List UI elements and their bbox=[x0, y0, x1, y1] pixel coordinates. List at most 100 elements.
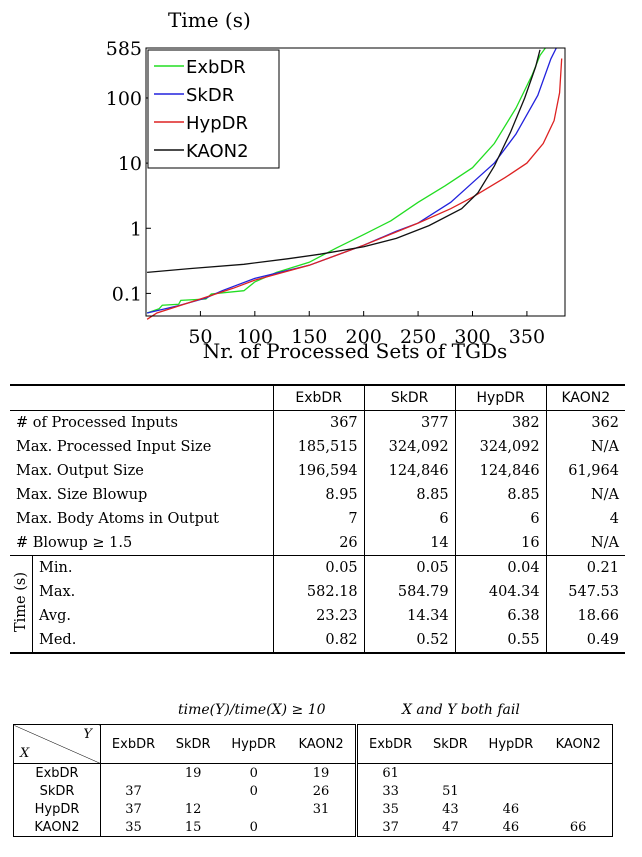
time-group-label: Time (s) bbox=[10, 555, 33, 654]
row-label: Avg. bbox=[32, 604, 274, 628]
value-cell: 23.23 bbox=[273, 604, 365, 628]
row-label: Max. Body Atoms in Output bbox=[10, 507, 274, 531]
value-cell: 47 bbox=[423, 818, 478, 837]
y-tick-label: 10 bbox=[118, 153, 142, 175]
table-row: Max. 582.18 584.79 404.34 547.53 bbox=[10, 580, 625, 604]
value-cell: 124,846 bbox=[364, 459, 456, 483]
row-label: # of Processed Inputs bbox=[10, 410, 274, 435]
series-line-hypdr bbox=[146, 58, 563, 320]
legend-box bbox=[147, 49, 280, 169]
value-cell: N/A bbox=[590, 439, 619, 455]
chart-legend: ExbDR SkDR HypDR KAON2 bbox=[147, 49, 280, 169]
value-cell: 367 bbox=[273, 410, 365, 435]
value-cell bbox=[287, 818, 358, 837]
table-row: Y X ExbDR SkDR HypDR KAON2 ExbDR SkDR HypDR KAON2 bbox=[13, 724, 614, 764]
table-row: Avg. 23.23 14.34 6.38 18.66 bbox=[10, 604, 625, 628]
value-cell: 26 bbox=[287, 782, 358, 800]
x-tick-label: 350 bbox=[509, 326, 545, 348]
value-cell: 16 bbox=[455, 531, 547, 556]
value-cell: 324,092 bbox=[364, 435, 456, 459]
value-cell: 0.05 bbox=[364, 555, 456, 580]
value-cell: 31 bbox=[287, 800, 358, 818]
plot-frame bbox=[145, 47, 566, 317]
row-label: ExbDR bbox=[13, 763, 101, 782]
x-tick-label: 50 bbox=[188, 326, 212, 348]
table-row: ExbDR SkDR HypDR KAON2 bbox=[10, 384, 625, 411]
value-cell: 582.18 bbox=[273, 580, 365, 604]
value-cell: 324,092 bbox=[455, 435, 547, 459]
value-cell: 19 bbox=[287, 763, 358, 782]
row-label: Max. bbox=[32, 580, 274, 604]
value-cell: 14 bbox=[364, 531, 456, 556]
row-label: KAON2 bbox=[13, 818, 101, 837]
value-cell: 12 bbox=[184, 801, 202, 817]
column-header: HypDR bbox=[477, 724, 545, 764]
value-cell bbox=[423, 764, 477, 783]
value-cell: 0.49 bbox=[546, 628, 625, 654]
value-cell: 6.38 bbox=[455, 604, 547, 628]
value-cell: 14.34 bbox=[364, 604, 456, 628]
value-cell: 8.95 bbox=[273, 483, 365, 507]
column-header: HypDR bbox=[220, 724, 288, 764]
value-cell: 362 bbox=[546, 410, 625, 435]
value-cell: 547.53 bbox=[568, 584, 619, 600]
row-label: Min. bbox=[32, 555, 274, 580]
table-row: Time (s) Min. 0.05 0.05 0.04 0.21 bbox=[10, 555, 625, 654]
comparison-caption-left: time(Y)/time(X) ≥ 10 bbox=[178, 702, 326, 718]
y-tick-label: 100 bbox=[106, 88, 142, 110]
x-tick-label: 100 bbox=[237, 326, 273, 348]
value-cell bbox=[544, 763, 614, 782]
value-cell bbox=[166, 782, 220, 800]
value-cell: 19 bbox=[184, 765, 202, 781]
value-cell: 37 bbox=[125, 783, 142, 799]
y-tick-label: 0.1 bbox=[112, 283, 142, 305]
value-cell bbox=[478, 764, 545, 783]
x-axis-label: Nr. of Processed Sets of TGDs bbox=[203, 339, 508, 363]
value-cell: 0 bbox=[249, 765, 258, 781]
column-header: KAON2 bbox=[544, 724, 614, 764]
value-cell: 124,846 bbox=[455, 459, 547, 483]
value-cell: 33 bbox=[382, 783, 399, 799]
corner-x-label: X bbox=[20, 746, 30, 761]
legend-label: HypDR bbox=[186, 113, 248, 134]
column-header: SkDR bbox=[364, 384, 456, 411]
table-row: # Blowup ≥ 1.5 26 14 16 N/A bbox=[10, 531, 625, 556]
column-header: ExbDR bbox=[100, 724, 167, 764]
value-cell: 7 bbox=[273, 507, 365, 531]
column-header: SkDR bbox=[423, 724, 478, 764]
value-cell: 51 bbox=[442, 783, 459, 799]
series-line-exbdr bbox=[146, 47, 546, 314]
table-row: Max. Size Blowup 8.95 8.85 8.85 N/A bbox=[10, 483, 625, 507]
time-group-text: Time (s) bbox=[13, 571, 29, 632]
value-cell: 35 bbox=[100, 818, 167, 837]
value-cell: 382 bbox=[455, 410, 547, 435]
table-row: Max. Output Size 196,594 124,846 124,846 61,… bbox=[10, 459, 625, 483]
table-row: KAON2 35 15 0 37 47 46 66 bbox=[13, 818, 614, 837]
column-header: ExbDR bbox=[356, 724, 424, 764]
value-cell: 46 bbox=[477, 818, 545, 837]
row-label: SkDR bbox=[13, 782, 101, 800]
value-cell: 4 bbox=[609, 511, 619, 527]
value-cell: 404.34 bbox=[455, 580, 547, 604]
value-cell: 0.82 bbox=[273, 628, 365, 654]
table-row: Max. Body Atoms in Output 7 6 6 4 bbox=[10, 507, 625, 531]
column-header: KAON2 bbox=[546, 384, 625, 411]
table-row: Max. Processed Input Size 185,515 324,092 3… bbox=[10, 435, 625, 459]
chart-lines-layer bbox=[146, 47, 563, 320]
value-cell: 66 bbox=[544, 818, 614, 837]
x-tick-label: 150 bbox=[291, 326, 327, 348]
value-cell: 0.55 bbox=[455, 628, 547, 654]
statistics-table: ExbDR SkDR HypDR KAON2 # of Processed Inputs… bbox=[10, 384, 625, 654]
value-cell: 0 bbox=[220, 818, 288, 837]
row-label: HypDR bbox=[13, 800, 101, 818]
series-line-kaon2 bbox=[147, 49, 541, 274]
value-cell: 8.85 bbox=[364, 483, 456, 507]
value-cell: 0.05 bbox=[273, 555, 365, 580]
legend-label: KAON2 bbox=[186, 141, 249, 162]
value-cell: 0.52 bbox=[364, 628, 456, 654]
row-label: Max. Size Blowup bbox=[10, 483, 274, 507]
value-cell: 15 bbox=[166, 818, 221, 837]
value-cell: 8.85 bbox=[455, 483, 547, 507]
column-header: SkDR bbox=[166, 724, 221, 764]
